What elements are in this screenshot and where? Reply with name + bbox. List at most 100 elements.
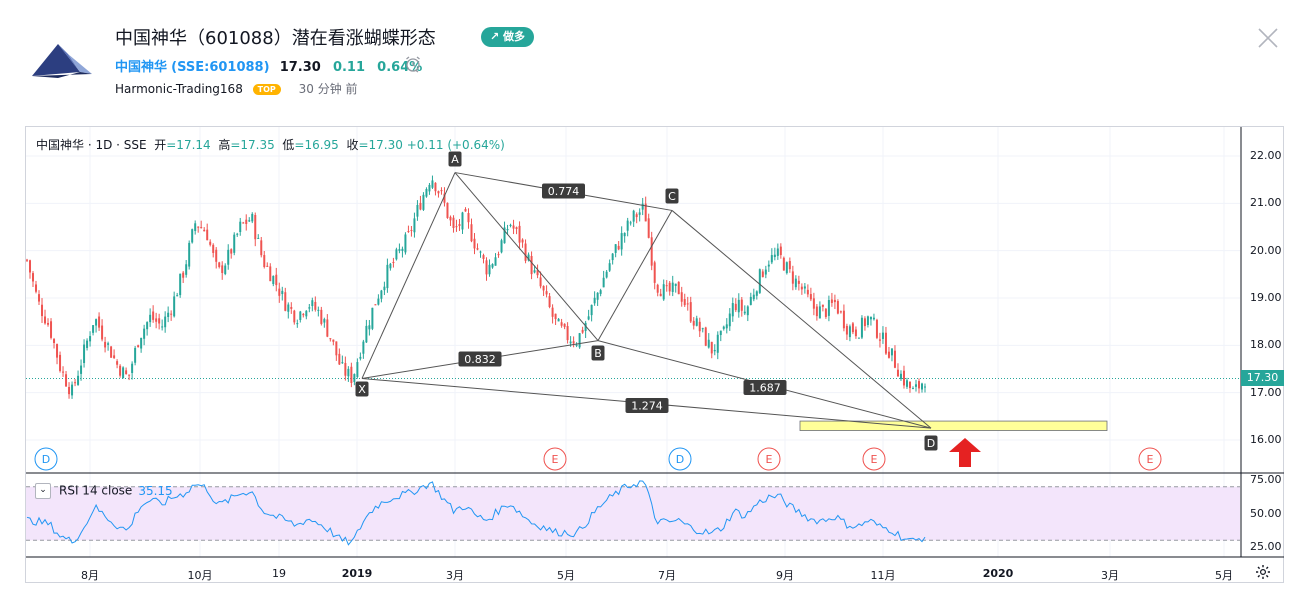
candle-body [641,203,644,210]
candle-body [311,300,314,307]
candle-body [116,361,119,365]
candle-body [161,326,164,328]
candle-body [494,257,497,266]
candle-body [326,319,329,337]
candle-body [638,212,641,215]
pattern-leg [361,172,456,379]
candle-body [578,333,581,348]
candle-body [278,288,281,296]
candle-body [644,203,647,222]
symbol-name-link[interactable]: 中国神华 [115,60,168,75]
symbol-code-link[interactable]: (SSE:601088) [171,60,270,75]
candle-body [896,369,899,377]
earnings-marker[interactable]: E [543,447,567,471]
candle-body [647,218,650,238]
candle-body [395,249,398,260]
candle-body [32,273,35,282]
candle-body [872,317,875,320]
candle-body [455,226,458,228]
candle-body [674,283,677,286]
candle-body [314,301,317,310]
earnings-marker[interactable]: E [862,447,886,471]
alarm-clock-icon[interactable] [404,55,422,73]
candle-body [137,345,140,348]
candle-body [125,370,128,374]
earnings-marker[interactable]: E [1138,447,1162,471]
candle-body [410,229,413,231]
candle-body [164,316,167,328]
candle-body [719,330,722,336]
candle-body [545,291,548,295]
candle-body [230,249,233,254]
gear-icon[interactable] [1255,564,1271,580]
candle-body [830,299,833,303]
candle-body [419,202,422,210]
candle-body [908,381,911,389]
candle-body [689,302,692,322]
candle-body [38,294,41,302]
legend-symbol[interactable]: 中国神华 · 1D · SSE [36,138,147,152]
candle-body [797,280,800,284]
time-tick: 11月 [870,569,896,582]
rsi-tick: 75.00 [1250,473,1282,486]
candle-body [899,373,902,380]
candle-body [359,356,362,359]
prz-zone [799,420,1108,431]
pattern-point-a: A [448,151,462,167]
candle-body [209,241,212,245]
rsi-band [26,486,1240,541]
author-name-link[interactable]: Harmonic-Trading168 [115,82,243,96]
candle-body [749,296,752,305]
svg-text:X: X [358,383,366,396]
candle-body [698,321,701,332]
candle-body [893,350,896,368]
candle-body [794,278,797,288]
svg-text:1.687: 1.687 [749,382,781,395]
candle-body [383,286,386,291]
candle-body [665,285,668,287]
chart-container [25,126,1284,583]
candle-body [746,306,749,316]
time-tick: 5月 [1215,569,1233,582]
candle-body [557,318,560,322]
svg-text:E: E [766,453,773,466]
candle-body [635,214,638,218]
candle-body [119,365,122,376]
candle-body [521,239,524,243]
candle-body [878,339,881,341]
candle-body [191,229,194,243]
dividend-marker[interactable]: D [668,447,692,471]
candle-body [680,292,683,302]
candle-body [227,249,230,265]
dividend-marker[interactable]: D [34,447,58,471]
candle-body [518,225,521,243]
collapse-chevron-icon[interactable]: ⌄ [35,483,51,499]
candle-body [344,362,347,376]
idea-header: 中国神华（601088）潜在看涨蝴蝶形态 ↗ 做多 中国神华 (SSE:6010… [0,0,1309,120]
candle-body [875,319,878,338]
candle-body [539,277,542,287]
candle-body [728,313,731,327]
candle-body [221,265,224,273]
candle-body [737,299,740,313]
rsi-tick: 50.00 [1250,506,1282,520]
candle-body [266,265,269,267]
long-badge[interactable]: ↗ 做多 [481,27,535,47]
candle-body [446,202,449,218]
ratio-label: 0.774 [542,183,585,199]
candle-body [587,316,590,320]
candle-body [533,270,536,273]
earnings-marker[interactable]: E [757,447,781,471]
candle-body [362,341,365,354]
candle-body [887,351,890,358]
price-tick: 21.00 [1250,196,1282,210]
candle-body [548,296,551,308]
candle-body [143,328,146,339]
pattern-leg [671,210,932,429]
pattern-point-x: X [355,381,369,397]
legend-high-label: 高 [218,138,231,152]
close-icon[interactable] [1257,27,1279,49]
candle-body [131,363,134,374]
candle-body [386,264,389,289]
